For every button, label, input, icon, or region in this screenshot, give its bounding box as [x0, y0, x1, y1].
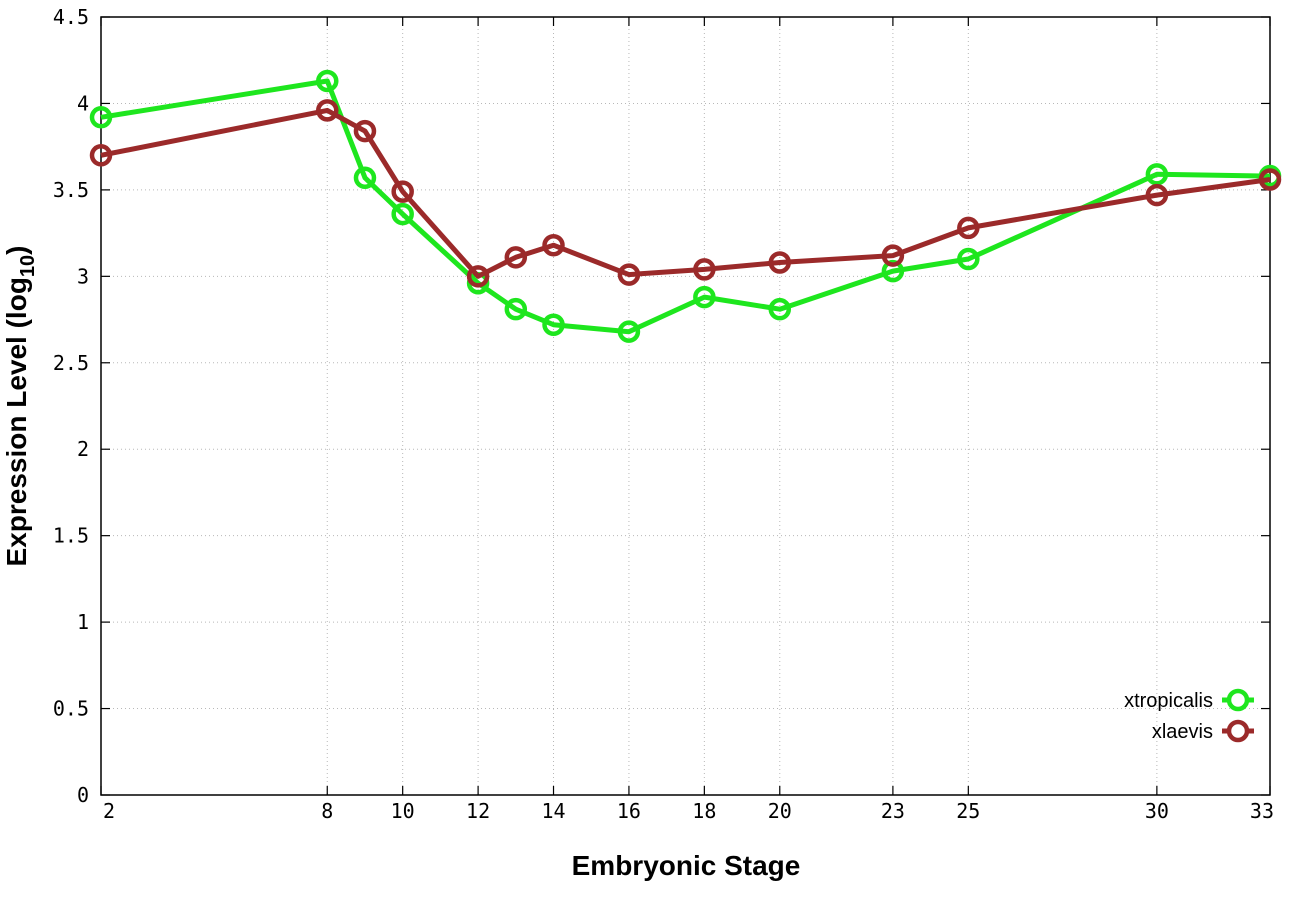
data-point-xlaevis [504, 246, 528, 269]
y-tick-label: 3.5 [53, 178, 89, 202]
x-tick-label: 30 [1145, 799, 1169, 823]
legend-label-xtropicalis: xtropicalis [1124, 690, 1213, 712]
x-tick-label: 33 [1250, 799, 1274, 823]
data-point-xtropicalis [881, 259, 905, 283]
y-tick-label: 1 [77, 610, 89, 634]
data-point-xtropicalis [89, 106, 113, 129]
data-point-xlaevis [957, 216, 980, 240]
data-point-xlaevis [617, 263, 641, 286]
x-tick-label: 2 [103, 799, 115, 823]
x-tick-label: 12 [466, 799, 490, 823]
series-line-xlaevis [100, 107, 1271, 279]
data-point-xlaevis [768, 251, 792, 274]
y-tick-label: 4 [77, 91, 89, 115]
x-tick-label: 23 [881, 799, 905, 823]
data-point-xtropicalis [1145, 163, 1169, 186]
y-tick-label: 2 [77, 437, 89, 461]
x-axis-title: Embryonic Stage [572, 850, 801, 881]
x-tick-label: 14 [541, 799, 565, 823]
data-point-xlaevis [353, 119, 377, 143]
y-axis-title-end: ) [1, 246, 32, 255]
y-tick-label: 1.5 [53, 524, 89, 548]
x-tick-label: 18 [692, 799, 716, 823]
y-tick-label: 2.5 [53, 351, 89, 375]
data-point-xlaevis [89, 144, 113, 167]
x-tick-label: 16 [617, 799, 641, 823]
data-point-xtropicalis [504, 297, 528, 321]
data-point-xlaevis [881, 244, 905, 267]
x-tick-label: 25 [956, 799, 980, 823]
y-tick-label: 3 [77, 264, 89, 288]
data-point-xlaevis [316, 99, 339, 122]
grid-lines [101, 17, 1270, 795]
axis-ticks: 0 0.5 1 1.5 2 2.5 3 3.5 4 4.5 2 8 10 12 14 16 18 20 23 25 30… [53, 5, 1274, 823]
data-point-xtropicalis [768, 297, 792, 321]
data-point-xlaevis [542, 233, 565, 257]
legend-marker-xlaevis [1226, 719, 1250, 743]
y-axis-title-main: Expression Level (log [1, 277, 32, 566]
data-point-xlaevis [1258, 168, 1282, 191]
data-point-xtropicalis [957, 247, 980, 271]
data-point-xtropicalis [353, 166, 377, 190]
x-tick-label: 20 [768, 799, 792, 823]
y-axis-title: Expression Level (log10) [1, 246, 39, 567]
data-point-xtropicalis [542, 313, 565, 336]
x-tick-label: 10 [391, 799, 415, 823]
data-point-xlaevis [466, 265, 490, 288]
y-axis-title-subscript: 10 [17, 255, 39, 277]
x-tick-label: 8 [321, 799, 333, 823]
y-tick-label: 4.5 [53, 5, 89, 29]
legend: xtropicalis xlaevis [1124, 688, 1254, 743]
data-point-xlaevis [1145, 183, 1169, 207]
y-tick-label: 0.5 [53, 697, 89, 721]
y-tick-label: 0 [77, 783, 89, 807]
data-point-xlaevis [391, 180, 414, 203]
data-point-xtropicalis [693, 285, 716, 309]
data-point-xtropicalis [391, 202, 414, 226]
series-group [89, 69, 1282, 343]
plot-frame [100, 16, 1271, 796]
legend-marker-xtropicalis [1226, 688, 1250, 712]
legend-label-xlaevis: xlaevis [1152, 721, 1213, 743]
data-point-xtropicalis [316, 69, 339, 93]
data-point-xtropicalis [617, 320, 641, 343]
data-point-xlaevis [693, 258, 716, 281]
